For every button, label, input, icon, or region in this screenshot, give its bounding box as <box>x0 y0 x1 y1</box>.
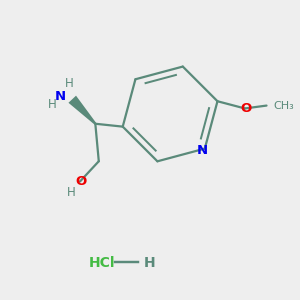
Text: H: H <box>65 77 74 90</box>
Text: HCl: HCl <box>89 256 116 269</box>
Text: N: N <box>55 90 66 103</box>
Polygon shape <box>68 96 96 124</box>
Text: CH₃: CH₃ <box>274 100 295 111</box>
Text: O: O <box>240 102 251 115</box>
Text: N: N <box>197 144 208 157</box>
Text: H: H <box>144 256 156 269</box>
Text: H: H <box>48 98 56 112</box>
Text: O: O <box>76 175 87 188</box>
Text: H: H <box>67 187 76 200</box>
